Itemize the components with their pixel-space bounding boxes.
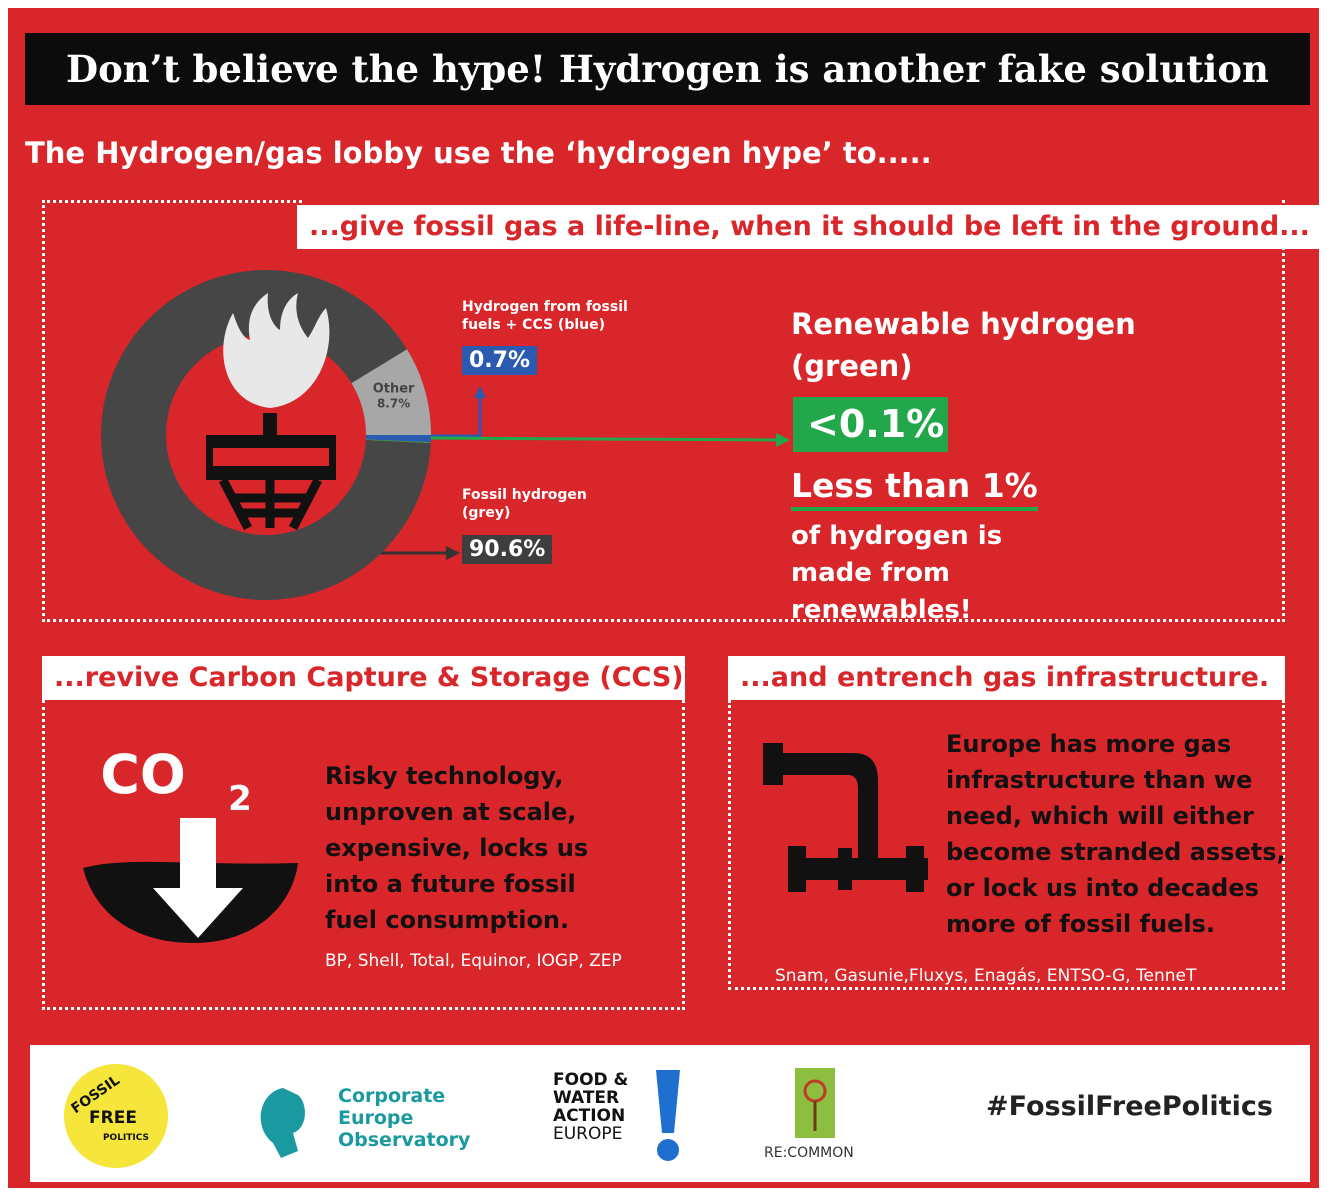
page: Don’t believe the hype! Hydrogen is anot… bbox=[0, 0, 1327, 1196]
platform-icon bbox=[263, 413, 277, 438]
icon-text: CO bbox=[100, 743, 186, 806]
logo bbox=[253, 1073, 333, 1163]
logo bbox=[648, 1068, 688, 1168]
logo-text: EUROPE bbox=[553, 1125, 628, 1143]
slice-value: 8.7% bbox=[377, 396, 410, 410]
logo-mark bbox=[657, 1139, 679, 1161]
logo-text: Corporate Europe Observatory bbox=[338, 1085, 488, 1151]
poster: Don’t believe the hype! Hydrogen is anot… bbox=[8, 8, 1319, 1188]
slice-label: Other bbox=[373, 381, 415, 396]
companies: BP, Shell, Total, Equinor, IOGP, ZEP bbox=[325, 951, 622, 971]
claim: Less than 1% bbox=[791, 466, 1038, 511]
icon-subscript: 2 bbox=[228, 779, 252, 819]
claim-text: of hydrogen is made from renewables! bbox=[791, 518, 1091, 629]
section-heading: ...revive Carbon Capture & Storage (CCS)… bbox=[42, 656, 685, 700]
legend-label: Hydrogen from fossil fuels + CCS (blue) bbox=[462, 298, 652, 334]
arrow bbox=[428, 438, 778, 440]
platform-icon bbox=[213, 448, 329, 466]
logo-text: ACTION bbox=[553, 1107, 628, 1125]
platform-icon bbox=[223, 480, 318, 528]
logo-mark bbox=[656, 1070, 680, 1133]
logo-text: RE:COMMON bbox=[764, 1145, 854, 1161]
logo-block: FOOD & WATER ACTION EUROPE bbox=[553, 1071, 628, 1143]
arrow-head bbox=[474, 386, 486, 398]
pipe-shape bbox=[763, 743, 878, 858]
logo-text: FOOD & bbox=[553, 1071, 628, 1089]
arrow-head bbox=[446, 546, 460, 560]
legend-label: Renewable hydrogen (green) bbox=[791, 303, 1151, 387]
pipe-icon bbox=[758, 743, 928, 913]
legend-label: Fossil hydrogen (grey) bbox=[462, 486, 612, 522]
co2-icon: CO 2 bbox=[68, 738, 308, 958]
pipe-shape bbox=[788, 846, 806, 892]
section-heading: ...and entrench gas infrastructure. bbox=[728, 656, 1285, 700]
logo-mark bbox=[261, 1088, 305, 1158]
arrow bbox=[428, 396, 480, 436]
value-label: 90.6% bbox=[462, 535, 552, 564]
logo bbox=[793, 1066, 838, 1141]
value-label: 0.7% bbox=[462, 346, 537, 375]
pipe-shape bbox=[906, 846, 924, 892]
section-text: Risky technology, unproven at scale, exp… bbox=[325, 758, 595, 938]
hashtag: #FossilFreePolitics bbox=[986, 1091, 1273, 1122]
pipe-shape bbox=[838, 848, 852, 890]
logo-text: POLITICS bbox=[103, 1133, 149, 1143]
value-label: <0.1% bbox=[793, 397, 948, 452]
logo: FOSSIL FREE POLITICS bbox=[58, 1058, 178, 1173]
logo-text: FREE bbox=[89, 1108, 137, 1128]
companies: Snam, Gasunie,Fluxys, Enagás, ENTSO-G, T… bbox=[775, 966, 1196, 986]
arrow-head bbox=[776, 433, 790, 447]
logo-text: WATER bbox=[553, 1089, 628, 1107]
section-text: Europe has more gas infrastructure than … bbox=[946, 726, 1286, 942]
